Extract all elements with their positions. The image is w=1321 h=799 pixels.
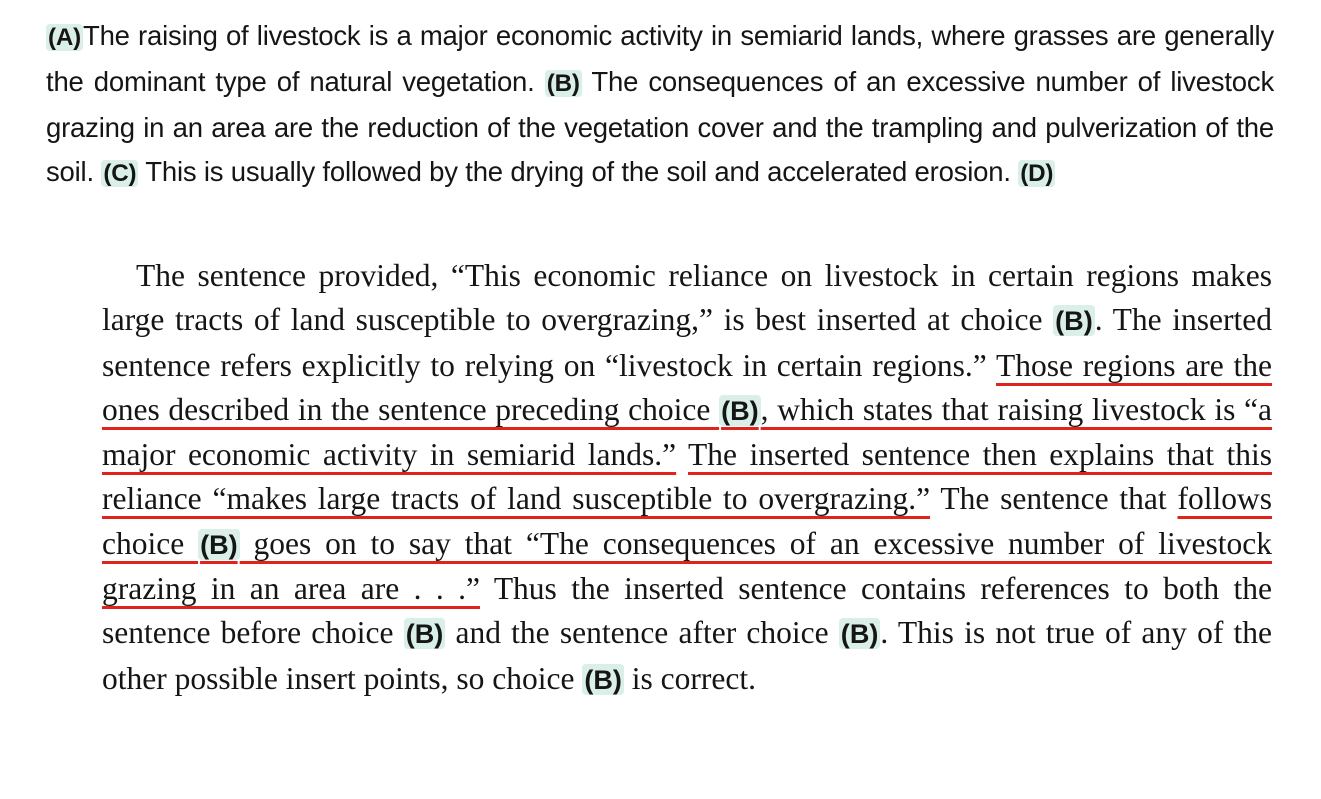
underlined-text: , which states that raising livestock is… — [102, 391, 1272, 473]
explanation-text: . The inserted sentence refers explicitl… — [102, 302, 1272, 383]
insert-point-c[interactable]: (C) — [101, 160, 139, 187]
choice-b-label: (B) — [838, 618, 881, 650]
passage-sentence-2: The consequences of an excessive number … — [46, 66, 1274, 187]
explanation-text: The sentence that — [930, 481, 1178, 517]
insert-point-d[interactable]: (D) — [1018, 160, 1056, 187]
choice-b-label: (B) — [582, 663, 624, 695]
reading-passage: (A)The raising of livestock is a major e… — [46, 14, 1274, 196]
underlined-text: goes on to say that “The consequences of… — [102, 525, 1272, 607]
explanation-text: Thus the inserted sentence contains refe… — [102, 571, 1272, 651]
explanation-text: . This is not true of any of the other p… — [102, 615, 1272, 696]
choice-b-label: (B) — [198, 528, 240, 560]
choice-b-label: (B) — [719, 394, 761, 426]
insert-point-a[interactable]: (A) — [46, 24, 83, 51]
explanation-text: The sentence provided, “This economic re… — [102, 258, 1272, 338]
passage-sentence-1: The raising of livestock is a major econ… — [46, 20, 1274, 97]
insert-point-b[interactable]: (B) — [544, 70, 582, 97]
choice-b-label: (B) — [1053, 305, 1095, 337]
underlined-text: follows choice — [102, 481, 1273, 561]
underlined-text: Those regions are the ones described in … — [102, 347, 1272, 427]
explanation-text: is correct. — [623, 660, 756, 696]
answer-explanation: The sentence provided, “This economic re… — [102, 254, 1272, 702]
choice-b-label: (B) — [403, 618, 446, 650]
underlined-text: The inserted sentence then explains that… — [102, 437, 1272, 517]
passage-sentence-3: This is usually followed by the drying o… — [145, 156, 1011, 187]
explanation-text: and the sentence after choice — [445, 615, 839, 651]
explanation-text — [676, 437, 688, 472]
